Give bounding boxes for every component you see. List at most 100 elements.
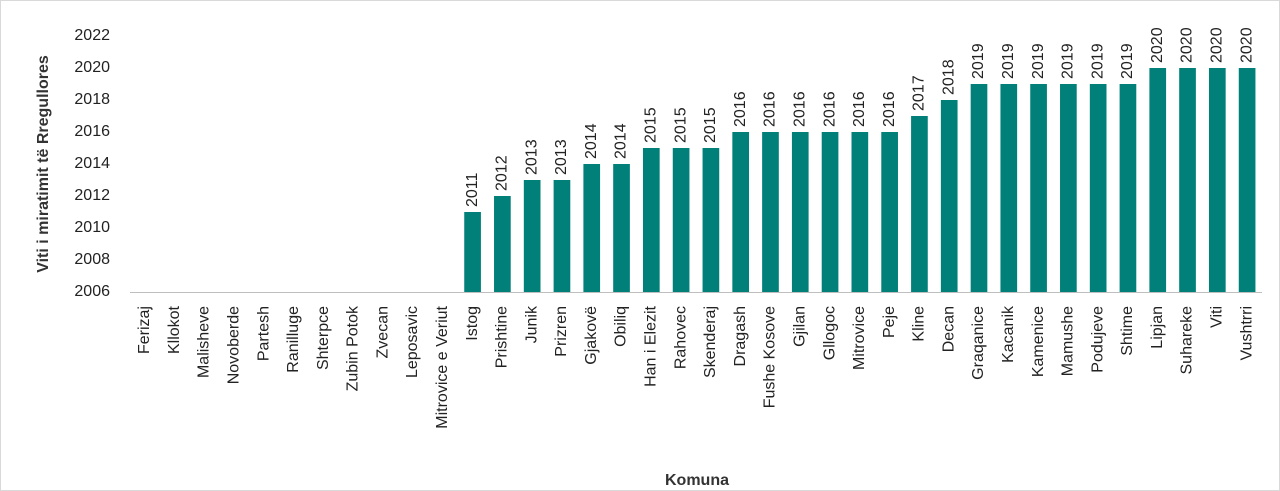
- y-tick-label: 2020: [74, 59, 110, 76]
- x-tick-label: Viti: [1209, 306, 1226, 328]
- x-tick-label: Vushtrri: [1238, 306, 1255, 361]
- data-label: 2016: [732, 91, 749, 127]
- x-tick-label: Kacanik: [1000, 305, 1017, 363]
- x-tick-label: Ferizaj: [136, 306, 153, 354]
- bar: [791, 132, 809, 292]
- x-tick-label: Istog: [464, 306, 481, 341]
- x-tick-label: Mitrovice e Veriut: [434, 305, 451, 428]
- data-label: 2019: [1119, 43, 1136, 79]
- x-tick-label: Rahovec: [672, 306, 689, 369]
- y-tick-label: 2016: [74, 123, 110, 140]
- y-tick-label: 2006: [74, 283, 110, 300]
- bar: [672, 148, 690, 292]
- y-tick-label: 2022: [74, 27, 110, 44]
- bar: [1030, 84, 1047, 292]
- bar: [881, 132, 898, 292]
- bar: [1208, 68, 1226, 292]
- data-label: 2019: [1060, 43, 1077, 79]
- data-label: 2016: [821, 91, 838, 127]
- bar: [464, 212, 481, 292]
- bar: [970, 84, 988, 292]
- data-label: 2019: [1000, 43, 1017, 79]
- data-label: 2020: [1238, 27, 1255, 63]
- x-tick-label: Prishtine: [494, 306, 511, 368]
- bar: [1089, 84, 1107, 292]
- data-label: 2015: [672, 107, 689, 143]
- y-tick-label: 2018: [74, 91, 110, 108]
- data-label: 2020: [1149, 27, 1166, 63]
- data-label: 2011: [464, 172, 481, 207]
- data-label: 2015: [643, 107, 660, 143]
- bar: [523, 180, 541, 292]
- x-tick-label: Graqanice: [970, 306, 987, 380]
- data-label: 2013: [553, 139, 570, 175]
- bar: [553, 180, 571, 292]
- x-tick-label: Decan: [940, 306, 957, 352]
- x-tick-label: Shterpce: [315, 306, 332, 370]
- y-tick-label: 2008: [74, 251, 110, 268]
- x-tick-label: Partesh: [255, 306, 272, 361]
- x-tick-label: Mitrovice: [851, 306, 868, 370]
- x-tick-label: Ranilluge: [285, 306, 302, 373]
- y-axis-title: Viti i miratimit të Rregullores: [35, 55, 52, 273]
- x-tick-label: Obiliq: [613, 306, 630, 347]
- x-tick-label: Peje: [881, 306, 898, 338]
- bar: [702, 148, 720, 292]
- bar: [851, 132, 869, 292]
- data-label: 2014: [583, 123, 600, 159]
- x-tick-label: Fushe Kosove: [762, 306, 779, 408]
- data-label: 2015: [702, 107, 719, 143]
- bar: [583, 164, 601, 292]
- data-label: 2016: [791, 91, 808, 127]
- bar: [1179, 68, 1196, 292]
- x-tick-label: Gjakovë: [583, 306, 600, 365]
- data-label: 2013: [523, 139, 540, 175]
- y-tick-label: 2010: [74, 219, 110, 236]
- data-label: 2020: [1179, 27, 1196, 63]
- bar: [762, 132, 779, 292]
- data-label: 2019: [970, 43, 987, 79]
- x-tick-label: Kline: [911, 306, 928, 342]
- bar: [494, 196, 511, 292]
- x-tick-label: Lipjan: [1149, 306, 1166, 349]
- x-tick-label: Leposavic: [404, 306, 421, 378]
- x-tick-label: Gjilan: [791, 306, 808, 347]
- data-label: 2018: [940, 59, 957, 95]
- data-label: 2014: [613, 123, 630, 159]
- bar: [642, 148, 660, 292]
- bar: [1119, 84, 1137, 292]
- data-label: 2019: [1089, 43, 1106, 79]
- y-tick-label: 2014: [74, 155, 110, 172]
- x-tick-label: Prizren: [553, 306, 570, 357]
- x-tick-label: Gllogoc: [821, 306, 838, 360]
- data-label: 2019: [1030, 43, 1047, 79]
- bar: [1000, 84, 1018, 292]
- data-label: 2016: [851, 91, 868, 127]
- x-tick-label: Mamushe: [1060, 306, 1077, 376]
- data-label: 2012: [494, 155, 511, 191]
- x-tick-label: Junik: [523, 305, 540, 343]
- x-tick-label: Novoberde: [225, 306, 242, 384]
- x-tick-label: Malisheve: [196, 306, 213, 378]
- x-tick-label: Skenderaj: [702, 306, 719, 378]
- x-tick-label: Podujeve: [1089, 306, 1106, 373]
- y-tick-label: 2012: [74, 187, 110, 204]
- bar: [1149, 68, 1167, 292]
- x-tick-label: Zvecan: [374, 306, 391, 358]
- data-label: 2016: [881, 91, 898, 127]
- x-tick-label: Zubin Potok: [345, 305, 362, 391]
- x-tick-label: Suhareke: [1179, 306, 1196, 375]
- x-tick-label: Shtime: [1119, 306, 1136, 356]
- bar: [911, 116, 928, 292]
- x-axis-title: Komuna: [665, 472, 729, 489]
- bar: [940, 100, 958, 292]
- bar: [1238, 68, 1256, 292]
- bar: [732, 132, 750, 292]
- x-tick-label: Dragash: [732, 306, 749, 366]
- data-label: 2020: [1209, 27, 1226, 63]
- data-label: 2016: [762, 91, 779, 127]
- data-label: 2017: [911, 75, 928, 111]
- bar: [821, 132, 839, 292]
